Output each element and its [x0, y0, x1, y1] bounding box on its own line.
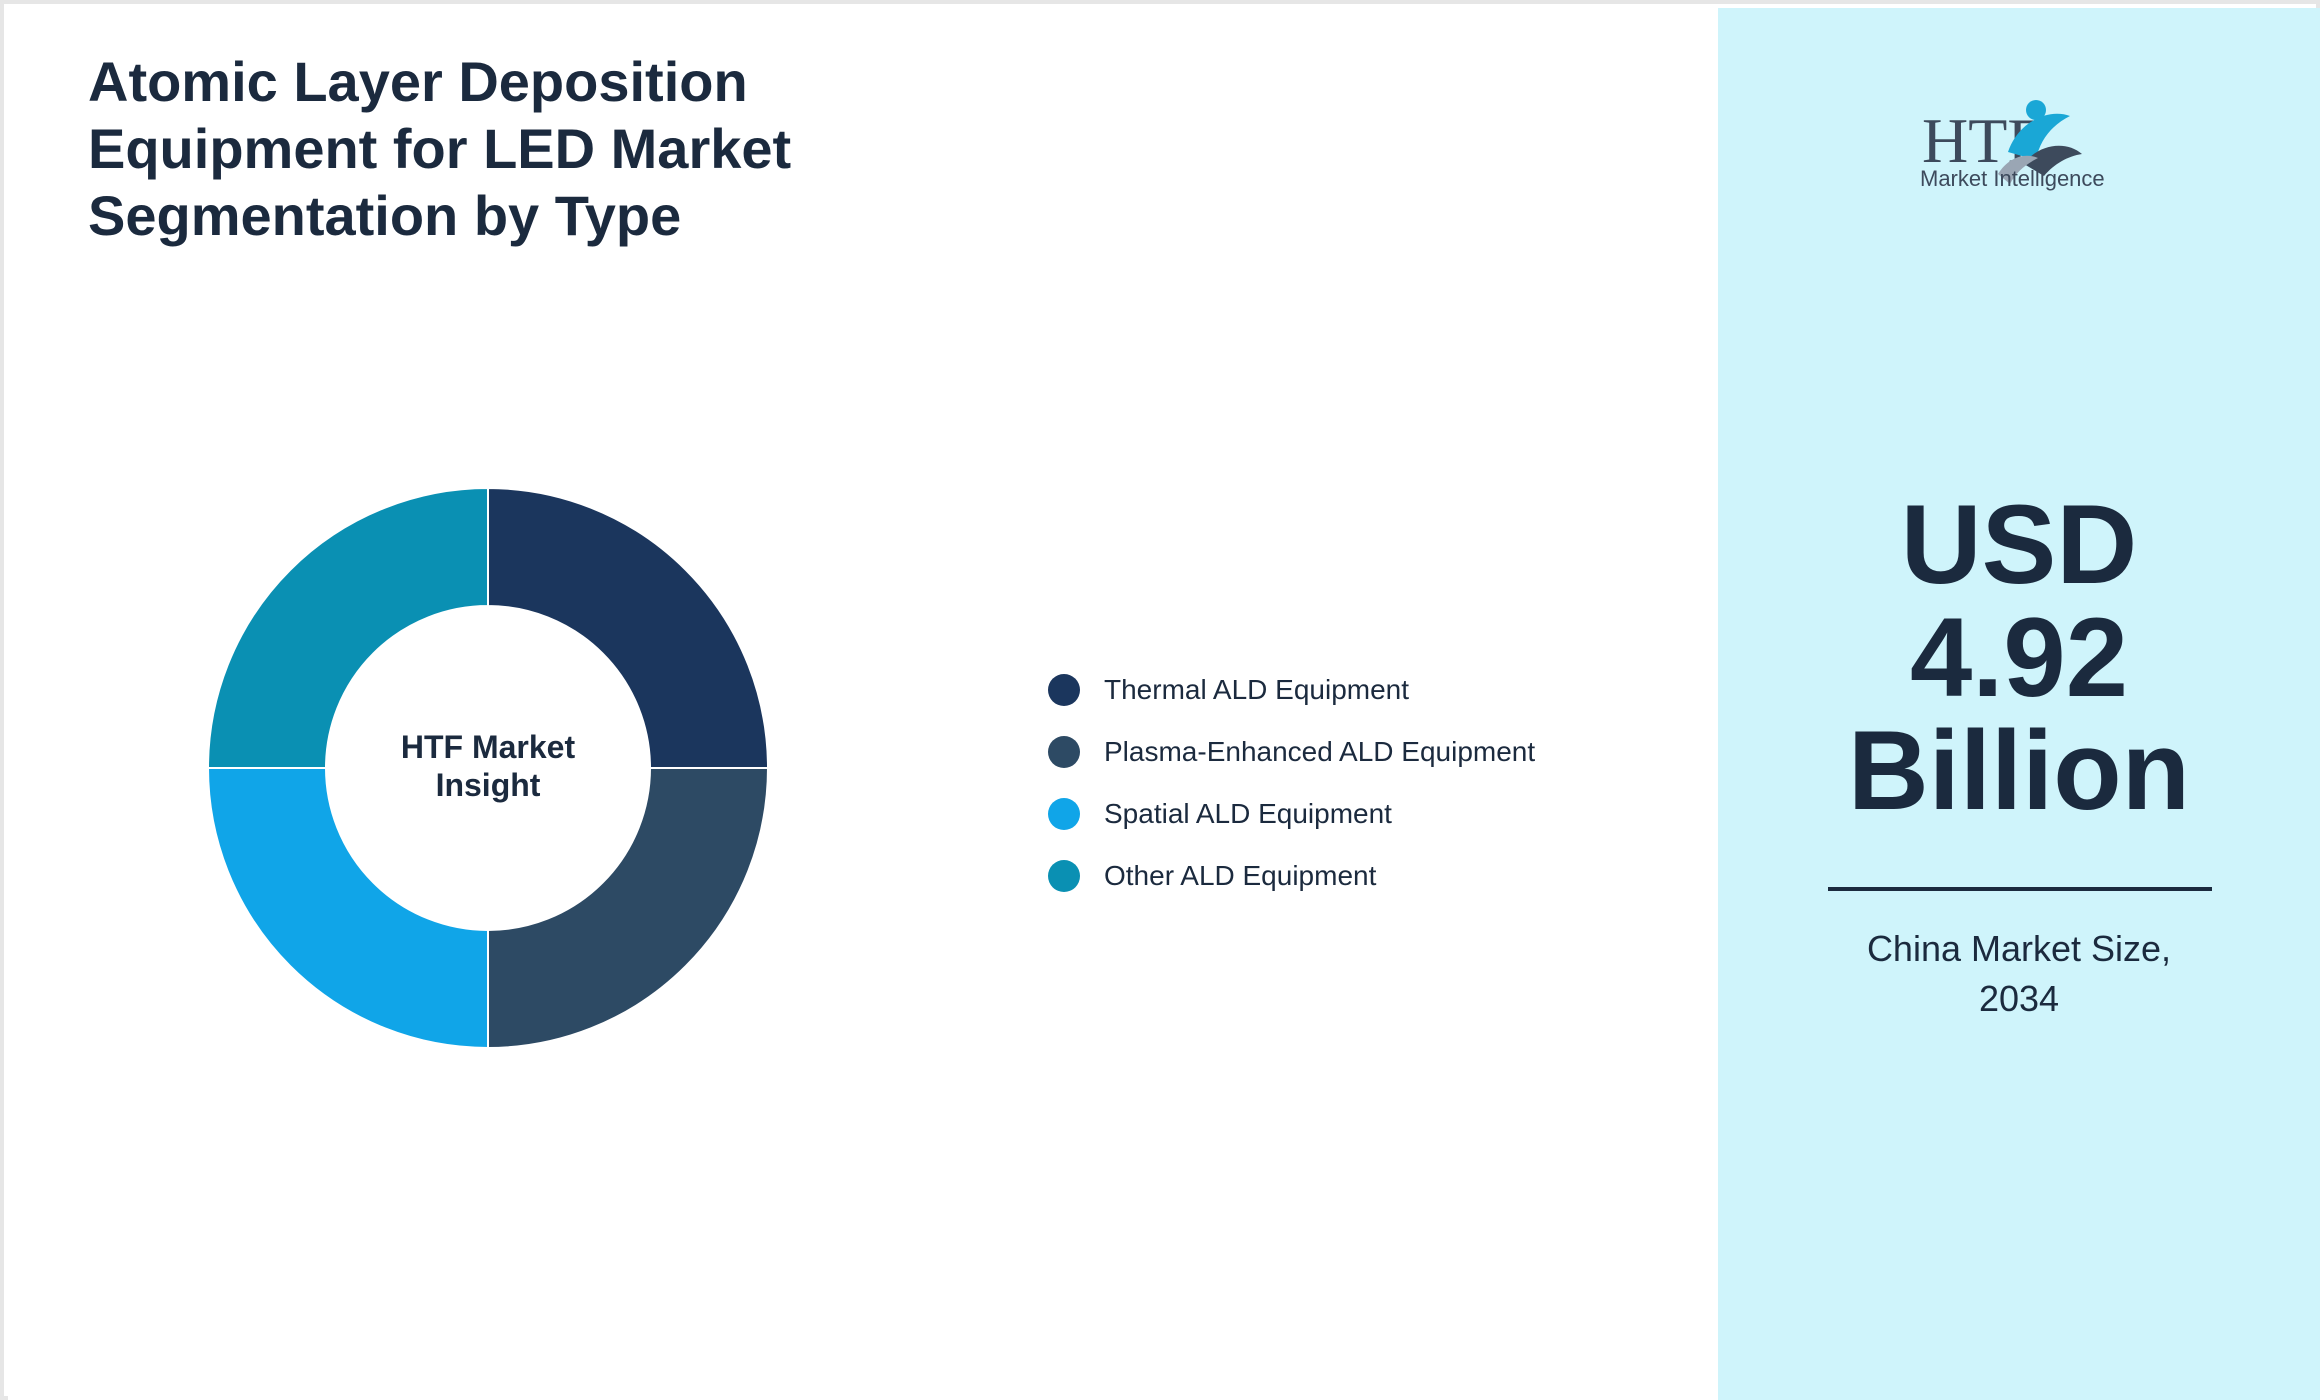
chart-panel: Atomic Layer Deposition Equipment for LE… — [8, 8, 1718, 1400]
legend-label: Plasma-Enhanced ALD Equipment — [1104, 736, 1536, 767]
logo-tagline: Market Intelligence — [1920, 166, 2105, 191]
htf-logo: HTF Market Intelligence — [1920, 100, 2105, 191]
legend-label: Thermal ALD Equipment — [1104, 674, 1410, 705]
donut-center-label-2: Insight — [436, 767, 541, 803]
legend-label: Other ALD Equipment — [1104, 860, 1377, 891]
legend-label: Spatial ALD Equipment — [1104, 798, 1392, 829]
market-value-currency: USD — [1900, 482, 2138, 607]
legend-item: Other ALD Equipment — [1048, 845, 1688, 907]
legend-swatch — [1048, 860, 1080, 892]
chart-title: Atomic Layer Deposition Equipment for LE… — [88, 50, 792, 247]
market-value-number: 4.92 — [1910, 595, 2128, 720]
caption-line-year: 2034 — [1978, 978, 2060, 1019]
logo-emblem-icon — [1998, 100, 2082, 184]
legend-item: Plasma-Enhanced ALD Equipment — [1048, 721, 1688, 783]
legend-swatch — [1048, 674, 1080, 706]
legend-item: Spatial ALD Equipment — [1048, 783, 1688, 845]
donut-center-label-1: HTF Market — [401, 729, 576, 765]
legend-item: Thermal ALD Equipment — [1048, 659, 1688, 721]
market-size-panel: HTF Market Intelligence USD 4.92 Billion… — [1718, 8, 2320, 1400]
market-value-unit: Billion — [1847, 708, 2191, 833]
donut-slice-4 — [206, 486, 489, 769]
donut-slice-3 — [206, 767, 489, 1050]
caption-line-region: China Market Size, — [1866, 928, 2172, 969]
legend-swatch — [1048, 736, 1080, 768]
donut-slice-2 — [487, 767, 770, 1050]
divider — [1828, 887, 2212, 891]
legend-swatch — [1048, 798, 1080, 830]
market-size-caption: China Market Size, 2034 — [1718, 924, 2320, 1024]
chart-legend: Thermal ALD Equipment Plasma-Enhanced ALD… — [1048, 659, 1688, 907]
donut-slice-1 — [487, 486, 770, 769]
market-size-value: USD 4.92 Billion — [1718, 488, 2320, 827]
